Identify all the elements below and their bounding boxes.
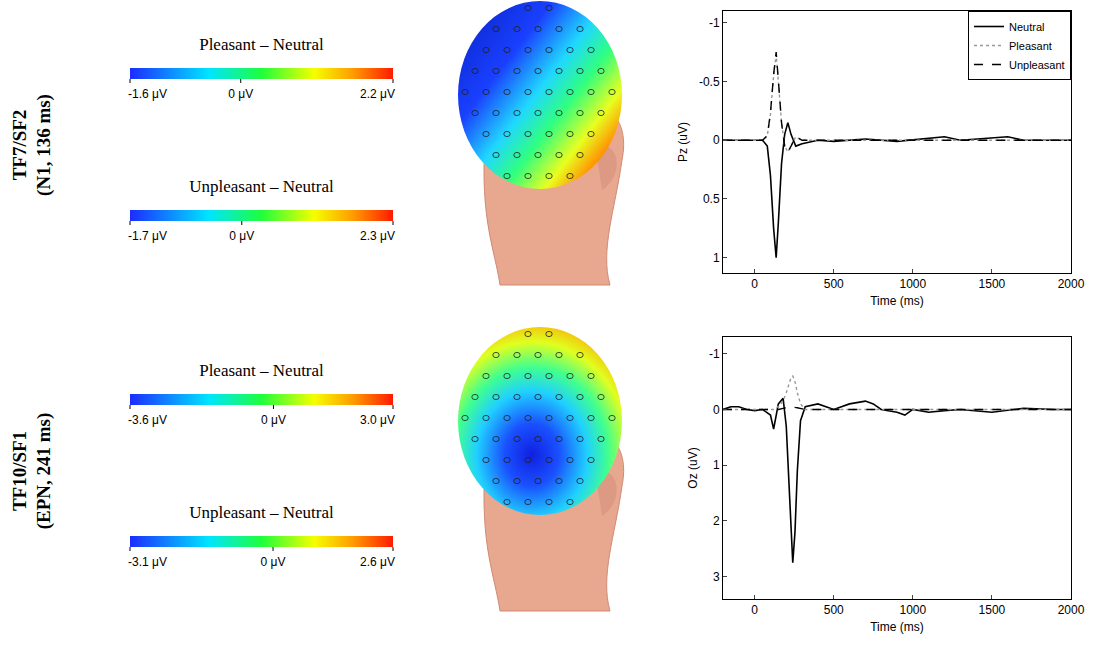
svg-text:2.6 μV: 2.6 μV (360, 555, 395, 569)
svg-text:TF7/SF2(N1, 136 ms): TF7/SF2(N1, 136 ms) (9, 94, 55, 196)
svg-text:Unpleasant: Unpleasant (1009, 59, 1065, 71)
svg-text:0 μV: 0 μV (228, 87, 253, 101)
svg-text:1: 1 (713, 458, 720, 472)
svg-text:0 μV: 0 μV (261, 413, 286, 427)
svg-text:2.3 μV: 2.3 μV (360, 229, 395, 243)
svg-text:Pleasant – Neutral: Pleasant – Neutral (199, 35, 324, 54)
svg-text:Unpleasant – Neutral: Unpleasant – Neutral (189, 177, 334, 196)
svg-text:2: 2 (713, 514, 720, 528)
svg-text:-3.1 μV: -3.1 μV (128, 555, 167, 569)
svg-text:Unpleasant – Neutral: Unpleasant – Neutral (189, 503, 334, 522)
svg-text:1: 1 (713, 251, 720, 265)
svg-text:Neutral: Neutral (1009, 21, 1044, 33)
svg-text:0 μV: 0 μV (261, 555, 286, 569)
svg-text:1500: 1500 (979, 603, 1006, 617)
svg-text:Pz (uV): Pz (uV) (676, 122, 690, 162)
svg-text:Pleasant: Pleasant (1009, 40, 1052, 52)
svg-text:Pleasant – Neutral: Pleasant – Neutral (199, 361, 324, 380)
svg-text:0 μV: 0 μV (229, 229, 254, 243)
svg-text:2000: 2000 (1058, 277, 1085, 291)
svg-text:-3.6 μV: -3.6 μV (128, 413, 167, 427)
svg-text:-1.6 μV: -1.6 μV (128, 87, 167, 101)
svg-text:-1: -1 (709, 347, 720, 361)
svg-text:500: 500 (824, 603, 844, 617)
svg-text:-1: -1 (709, 16, 720, 30)
svg-text:1000: 1000 (899, 277, 926, 291)
svg-text:2000: 2000 (1058, 603, 1085, 617)
svg-text:0: 0 (713, 133, 720, 147)
svg-text:Oz (uV): Oz (uV) (686, 447, 700, 488)
svg-text:TF10/SF1(EPN, 241 ms): TF10/SF1(EPN, 241 ms) (9, 413, 55, 530)
svg-text:1500: 1500 (979, 277, 1006, 291)
svg-text:1000: 1000 (899, 603, 926, 617)
svg-text:Time (ms): Time (ms) (870, 620, 924, 634)
svg-text:2.2 μV: 2.2 μV (360, 87, 395, 101)
svg-text:3.0 μV: 3.0 μV (360, 413, 395, 427)
svg-text:Time (ms): Time (ms) (870, 294, 924, 308)
svg-text:500: 500 (824, 277, 844, 291)
svg-text:0: 0 (713, 403, 720, 417)
svg-text:0.5: 0.5 (703, 192, 720, 206)
svg-text:0: 0 (751, 603, 758, 617)
svg-text:3: 3 (713, 570, 720, 584)
svg-text:0: 0 (751, 277, 758, 291)
svg-text:-1.7 μV: -1.7 μV (128, 229, 167, 243)
svg-text:-0.5: -0.5 (699, 75, 720, 89)
